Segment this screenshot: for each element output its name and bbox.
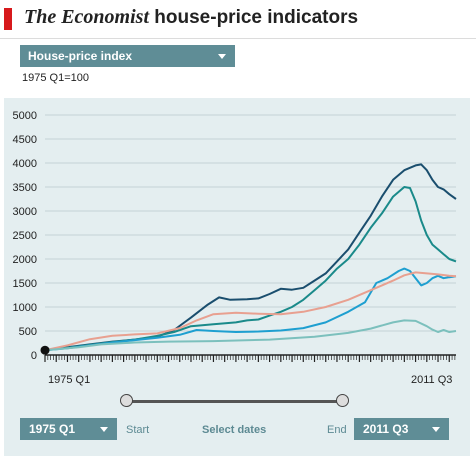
- y-tick-label: 2500: [13, 230, 37, 242]
- brand-mark: [4, 8, 12, 30]
- chevron-down-icon: [218, 54, 226, 59]
- y-tick-label: 2000: [13, 254, 37, 266]
- base-note: 1975 Q1=100: [22, 72, 89, 84]
- series-line-4: [44, 271, 457, 352]
- y-tick-label: 5000: [13, 110, 37, 122]
- series-line-3: [44, 267, 457, 352]
- y-tick-label: 3000: [13, 206, 37, 218]
- start-label: Start: [126, 424, 150, 436]
- end-label: End: [327, 424, 347, 436]
- x-start-label: 1975 Q1: [48, 374, 91, 386]
- select-dates-label: Select dates: [202, 424, 267, 436]
- line-chart: 0 500 1000 1500 2000 2500 3000 3500 4000 4500 5000: [13, 110, 457, 362]
- date-range-track[interactable]: [126, 400, 342, 403]
- chart-panel: [4, 98, 470, 456]
- y-tick-label: 0: [31, 350, 37, 362]
- end-date-value: 2011 Q3: [363, 422, 409, 436]
- y-tick-label: 4500: [13, 134, 37, 146]
- range-end-handle[interactable]: [336, 394, 349, 407]
- start-marker: [40, 345, 50, 355]
- series-line-2: [44, 186, 457, 352]
- title-rest: house-price indicators: [149, 7, 359, 28]
- y-tick-label: 3500: [13, 182, 37, 194]
- brand-name: The Economist: [24, 6, 150, 28]
- end-date-dropdown[interactable]: 2011 Q3: [354, 418, 449, 440]
- y-tick-label: 500: [19, 326, 37, 338]
- start-date-value: 1975 Q1: [29, 422, 76, 436]
- start-date-dropdown[interactable]: 1975 Q1: [20, 418, 117, 440]
- y-tick-label: 1000: [13, 302, 37, 314]
- chevron-down-icon: [100, 427, 108, 432]
- indicator-dropdown-value: House-price index: [28, 49, 133, 63]
- y-tick-label: 4000: [13, 158, 37, 170]
- x-end-label: 2011 Q3: [411, 374, 453, 386]
- indicator-dropdown[interactable]: House-price index: [20, 45, 235, 67]
- series-line-5: [44, 319, 457, 352]
- page-title: The Economist house-price indicators: [24, 6, 358, 29]
- range-start-handle[interactable]: [120, 394, 133, 407]
- chevron-down-icon: [432, 427, 440, 432]
- y-tick-label: 1500: [13, 278, 37, 290]
- header-bar: The Economist house-price indicators: [0, 0, 476, 39]
